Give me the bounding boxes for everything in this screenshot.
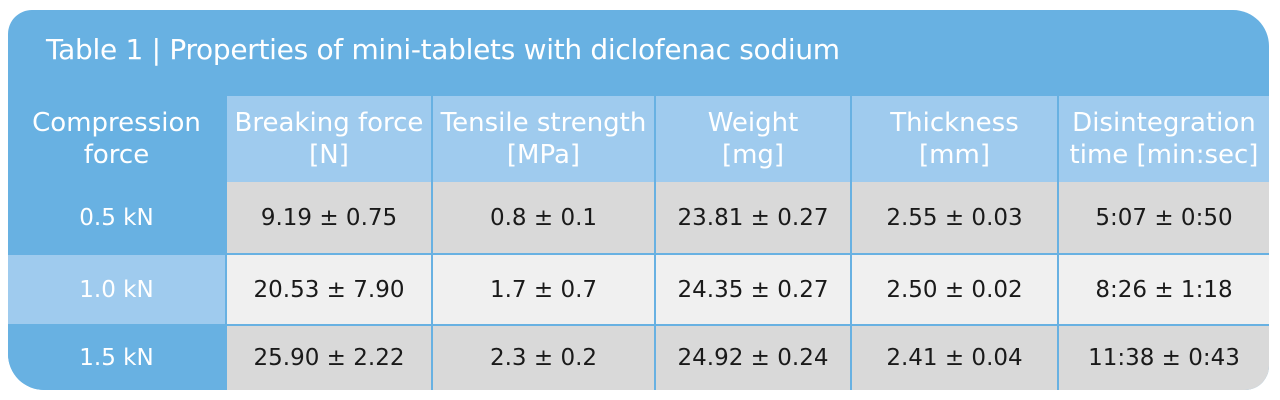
table-cell: 2.3 ± 0.2 xyxy=(433,326,654,390)
table-cell: 24.35 ± 0.27 xyxy=(656,255,850,324)
column-header-thickness: Thickness [mm] xyxy=(852,96,1057,182)
column-header-weight: Weight [mg] xyxy=(656,96,850,182)
row-label-1-5-kn: 1.5 kN xyxy=(8,326,225,390)
table-cell: 24.92 ± 0.24 xyxy=(656,326,850,390)
table-cell: 0.8 ± 0.1 xyxy=(433,182,654,253)
column-header-disintegration-time: Disintegration time [min:sec] xyxy=(1059,96,1269,182)
table-grid: Compression force Breaking force [N] Tensi… xyxy=(8,96,1269,390)
table-caption: Table 1 | Properties of mini-tablets wit… xyxy=(46,33,840,66)
table-cell: 20.53 ± 7.90 xyxy=(227,255,431,324)
column-header-compression-force: Compression force xyxy=(8,96,225,182)
table-cell: 2.55 ± 0.03 xyxy=(852,182,1057,253)
table-cell: 5:07 ± 0:50 xyxy=(1059,182,1269,253)
column-header-tensile-strength: Tensile strength [MPa] xyxy=(433,96,654,182)
table-cell: 11:38 ± 0:43 xyxy=(1059,326,1269,390)
row-label-0-5-kn: 0.5 kN xyxy=(8,182,225,253)
table-cell: 25.90 ± 2.22 xyxy=(227,326,431,390)
table-cell: 23.81 ± 0.27 xyxy=(656,182,850,253)
table-cell: 9.19 ± 0.75 xyxy=(227,182,431,253)
table-cell: 2.50 ± 0.02 xyxy=(852,255,1057,324)
properties-table: Table 1 | Properties of mini-tablets wit… xyxy=(8,10,1269,390)
table-cell: 1.7 ± 0.7 xyxy=(433,255,654,324)
row-label-1-0-kn: 1.0 kN xyxy=(8,255,225,324)
table-cell: 8:26 ± 1:18 xyxy=(1059,255,1269,324)
column-header-breaking-force: Breaking force [N] xyxy=(227,96,431,182)
table-cell: 2.41 ± 0.04 xyxy=(852,326,1057,390)
